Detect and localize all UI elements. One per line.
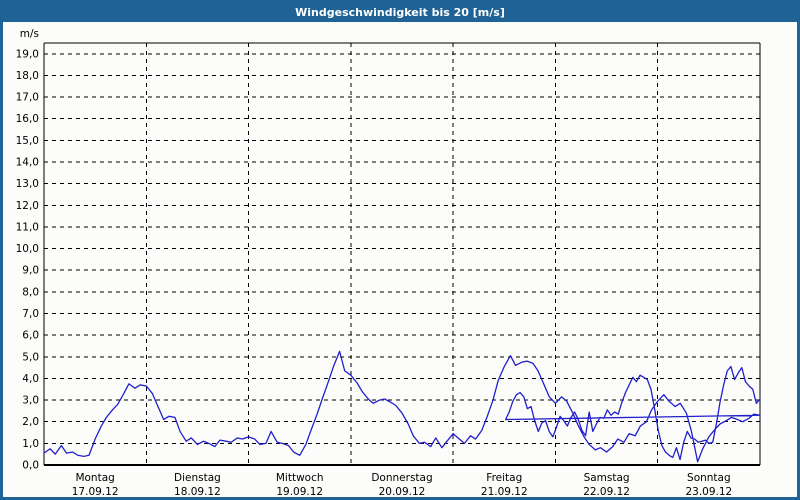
y-axis-tick-labels: 0,0 1,0 2,0 3,0 4,0 5,0 6,0 7,0 8,0 9,0 10,0 11,0 12… (16, 48, 39, 471)
page-title: Windgeschwindigkeit bis 20 [m/s] (295, 6, 505, 19)
y-tick-label: 9,0 (22, 265, 39, 277)
y-tick-label: 17,0 (16, 92, 39, 104)
x-axis-day-name: Samstag (584, 472, 630, 484)
y-tick-label: 16,0 (16, 113, 39, 125)
y-tick-label: 6,0 (22, 330, 39, 342)
x-axis-day-name: Donnerstag (371, 472, 432, 484)
y-gridlines (44, 53, 760, 444)
y-tick-label: 15,0 (16, 135, 39, 147)
x-axis-day-date: 19.09.12 (276, 486, 323, 497)
x-axis-day-name: Sonntag (687, 472, 731, 484)
y-tick-label: 7,0 (22, 308, 39, 320)
window-title-bar: Windgeschwindigkeit bis 20 [m/s] (3, 3, 797, 22)
x-axis-day-name: Mittwoch (276, 472, 324, 484)
x-axis-day-date: 21.09.12 (481, 486, 528, 497)
y-tick-label: 18,0 (16, 70, 39, 82)
y-axis-unit-text: m/s (20, 28, 39, 40)
y-tick-label: 5,0 (22, 351, 39, 363)
x-axis-day-date: 23.09.12 (685, 486, 732, 497)
y-tick-label: 12,0 (16, 200, 39, 212)
x-axis-day-name: Dienstag (174, 472, 221, 484)
y-tick-label: 8,0 (22, 286, 39, 298)
x-day-dividers (145, 43, 659, 465)
y-tick-label: 3,0 (22, 395, 39, 407)
y-tick-label: 1,0 (22, 438, 39, 450)
y-tick-label: 2,0 (22, 416, 39, 428)
wind-speed-line-chart: 0,0 1,0 2,0 3,0 4,0 5,0 6,0 7,0 8,0 9,0 10,0 11,0 12… (16, 28, 761, 497)
y-axis-unit-label: m/s (20, 28, 39, 40)
wind-speed-series (43, 350, 761, 463)
plot-frame (43, 42, 761, 466)
y-tick-label: 19,0 (16, 48, 39, 60)
x-axis-day-date: 18.09.12 (174, 486, 221, 497)
x-axis-day-date: 17.09.12 (72, 486, 119, 497)
y-tick-label: 10,0 (16, 243, 39, 255)
y-tick-label: 11,0 (16, 221, 39, 233)
wind-speed-line (43, 350, 761, 463)
x-axis-day-name: Freitag (486, 472, 522, 484)
y-tick-label: 0,0 (22, 460, 39, 472)
x-axis-day-date: 22.09.12 (583, 486, 630, 497)
x-axis-day-date: 20.09.12 (379, 486, 426, 497)
y-tick-label: 14,0 (16, 157, 39, 169)
y-tick-label: 13,0 (16, 178, 39, 190)
x-axis-day-labels: Montag 17.09.12 Dienstag 18.09.12 Mittwoch 19… (72, 472, 732, 497)
x-axis-day-name: Montag (75, 472, 114, 484)
chart-plot-area: 0,0 1,0 2,0 3,0 4,0 5,0 6,0 7,0 8,0 9,0 10,0 11,0 12… (3, 22, 797, 497)
y-tick-label: 4,0 (22, 373, 39, 385)
